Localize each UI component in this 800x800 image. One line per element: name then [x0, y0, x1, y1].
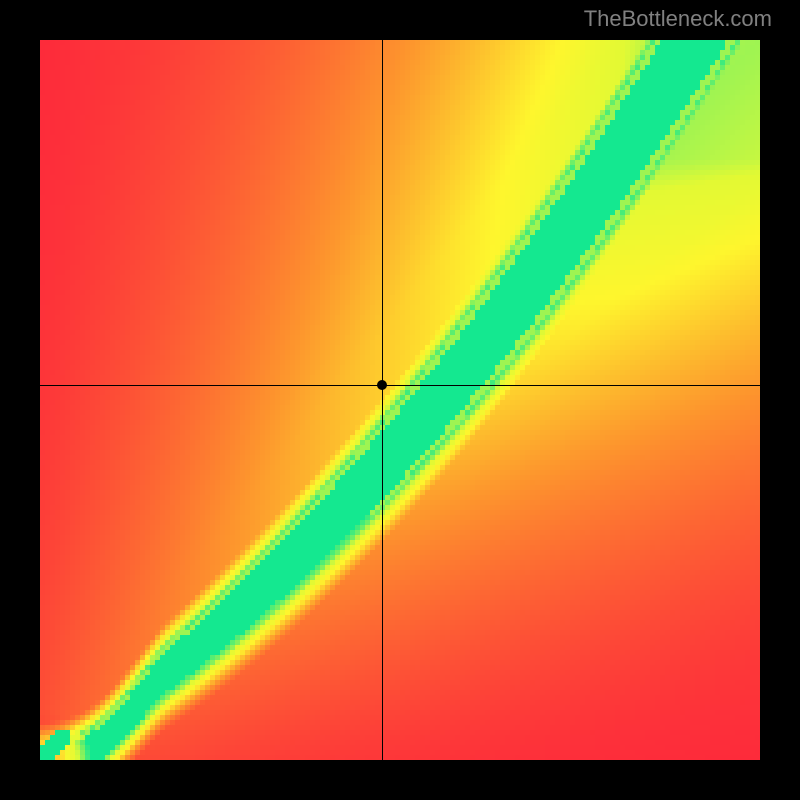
heatmap-canvas: [40, 40, 760, 760]
crosshair-horizontal: [40, 385, 760, 386]
crosshair-vertical: [382, 40, 383, 760]
attribution-text: TheBottleneck.com: [584, 6, 772, 32]
bottleneck-marker: [377, 380, 387, 390]
heatmap-plot: [40, 40, 760, 760]
